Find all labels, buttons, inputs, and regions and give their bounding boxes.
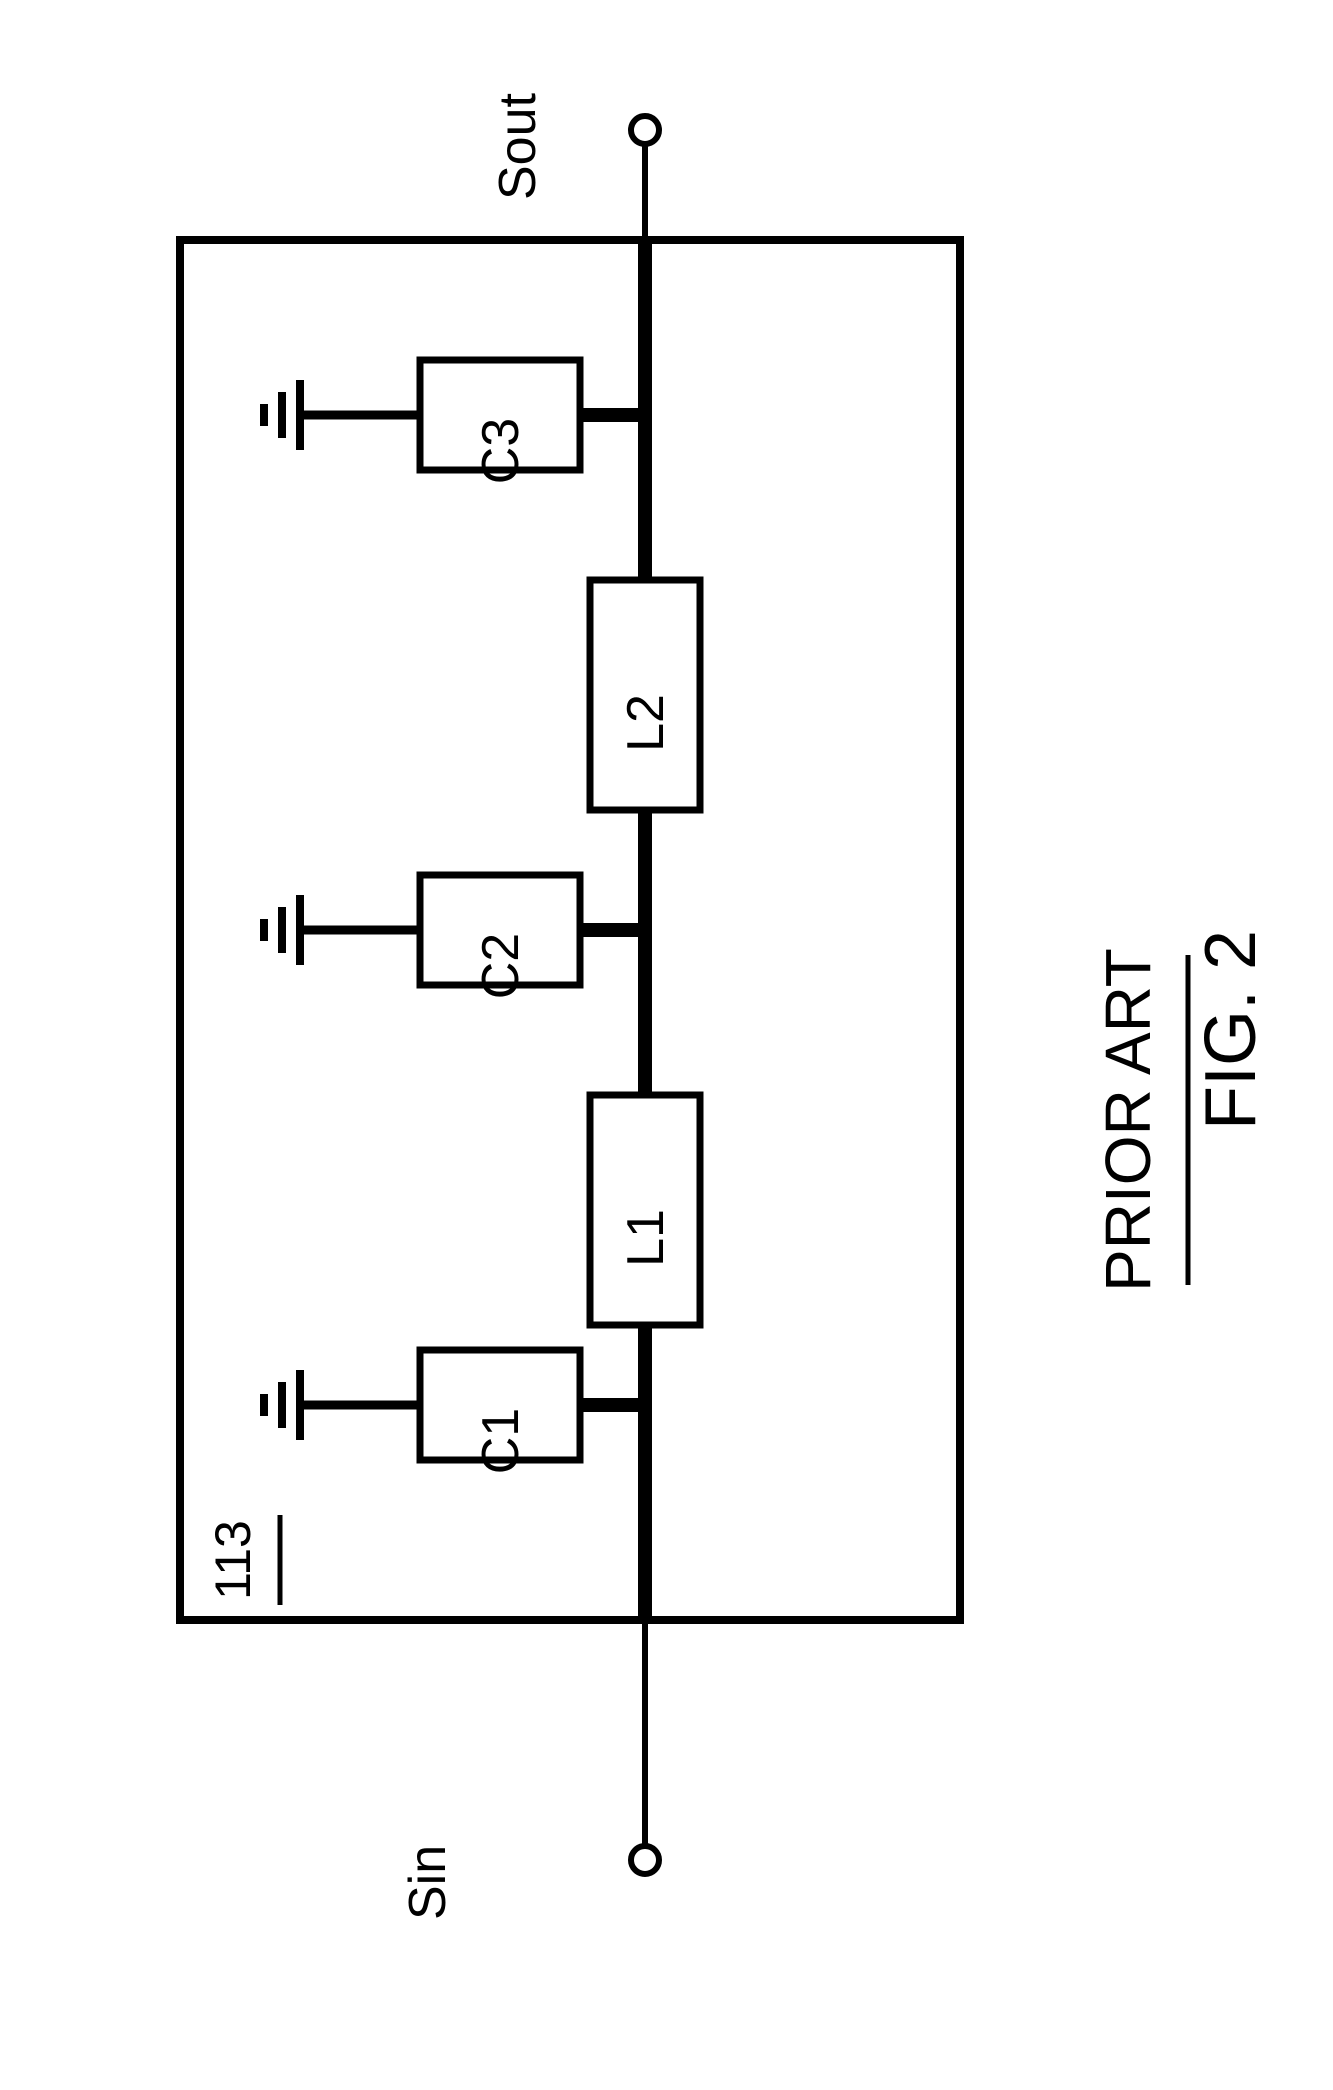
component-label-C3: C3 bbox=[472, 418, 530, 484]
component-label-C2: C2 bbox=[472, 933, 530, 999]
component-label-C1: C1 bbox=[472, 1408, 530, 1474]
component-label-L1: L1 bbox=[617, 1209, 675, 1267]
output-label: Sout bbox=[489, 92, 547, 200]
block-id-label: 113 bbox=[205, 1520, 261, 1600]
input-label: Sin bbox=[399, 1845, 457, 1920]
caption-prior-art: PRIOR ART bbox=[1092, 948, 1164, 1292]
circuit-svg: 113 Sin Sout L1 L2 C1 C2 C3 PRIOR ART FIG. 2 bbox=[0, 0, 1333, 2090]
input-terminal bbox=[631, 1846, 659, 1874]
caption-fig: FIG. 2 bbox=[1191, 930, 1271, 1130]
diagram-container: 113 Sin Sout L1 L2 C1 C2 C3 PRIOR ART FIG. 2 bbox=[0, 0, 1333, 2090]
output-terminal bbox=[631, 116, 659, 144]
component-label-L2: L2 bbox=[617, 694, 675, 752]
